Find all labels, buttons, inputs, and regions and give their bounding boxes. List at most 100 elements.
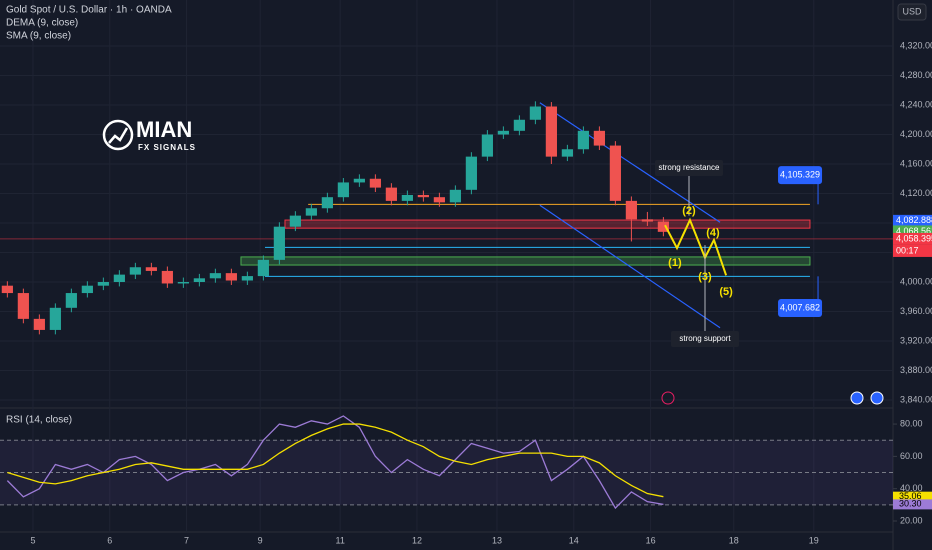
candle-body xyxy=(433,197,445,203)
rsi-title: RSI (14, close) xyxy=(6,415,72,426)
y-tick-label: 4,240.000 xyxy=(900,99,932,109)
rsi-tick-label: 20.00 xyxy=(900,515,923,525)
x-tick-label: 7 xyxy=(184,535,189,545)
level-box xyxy=(778,166,823,185)
level-box-label: 4,105.329 xyxy=(780,169,820,179)
x-tick-label: 5 xyxy=(30,535,35,545)
x-tick-label: 18 xyxy=(729,535,739,545)
candle-body xyxy=(337,182,349,198)
candle-body xyxy=(353,178,365,183)
price-tag-label: 4,082.888 xyxy=(896,215,932,225)
rsi-tick-label: 80.00 xyxy=(900,418,923,428)
candle-body xyxy=(129,267,141,275)
x-tick-label: 9 xyxy=(258,535,263,545)
wave-label: (3) xyxy=(698,271,712,283)
y-tick-label: 3,880.000 xyxy=(900,365,932,375)
candle-body xyxy=(241,276,253,281)
candle-body xyxy=(625,200,637,220)
wave-label: (2) xyxy=(682,205,696,217)
event-icon[interactable] xyxy=(661,391,675,405)
wave-label: (4) xyxy=(706,227,720,239)
candle-body xyxy=(161,270,173,284)
x-tick-label: 16 xyxy=(646,535,656,545)
candle-body xyxy=(609,145,621,201)
candle-body xyxy=(385,187,397,201)
zone xyxy=(240,256,811,266)
flags xyxy=(661,391,884,405)
candle-body xyxy=(481,134,493,157)
candle-body xyxy=(177,281,189,284)
candle-body xyxy=(449,189,461,203)
event-icon[interactable] xyxy=(870,391,884,405)
candle-body xyxy=(305,208,317,216)
x-tick-label: 12 xyxy=(412,535,422,545)
y-tick-label: 4,120.000 xyxy=(900,188,932,198)
y-tick-label: 4,160.000 xyxy=(900,158,932,168)
candle-body xyxy=(657,221,669,232)
candle-body xyxy=(577,130,589,150)
currency: USD xyxy=(902,6,922,16)
plot-layer xyxy=(0,101,893,339)
rsi-tick-label: 40.00 xyxy=(900,483,923,493)
candle-body xyxy=(401,194,413,201)
candle-body xyxy=(81,285,93,294)
grid-layer xyxy=(0,0,893,532)
price-tag-label: 4,058.395 xyxy=(896,233,932,243)
candle-body xyxy=(225,273,237,281)
candle-body xyxy=(561,149,573,157)
price-tag xyxy=(893,214,932,227)
candle-body xyxy=(257,259,269,277)
candle-body xyxy=(289,215,301,227)
note: strong support xyxy=(679,334,731,343)
rsi-ma-line xyxy=(7,423,664,498)
y-tick-label: 3,960.000 xyxy=(900,306,932,316)
candle-body xyxy=(273,226,285,260)
rsi-tag-label: 35.06 xyxy=(899,491,922,501)
candle-body xyxy=(369,178,381,188)
logo-tagline: FX SIGNALS xyxy=(138,143,196,152)
level-box xyxy=(778,299,823,318)
y-tick-label: 4,280.000 xyxy=(900,70,932,80)
candle-body xyxy=(497,130,509,135)
candle-body xyxy=(209,273,221,279)
channel-line xyxy=(539,102,721,223)
candle-body xyxy=(65,293,77,308)
rsi-tick-label: 60.00 xyxy=(900,451,923,461)
logo-icon xyxy=(108,127,129,144)
countdown: 00:17 xyxy=(896,245,919,255)
candle-body xyxy=(545,106,557,157)
note: strong resistance xyxy=(659,163,720,172)
channel-line xyxy=(539,204,721,329)
x-tick-label: 11 xyxy=(336,535,345,545)
y-tick-label: 4,200.000 xyxy=(900,129,932,139)
candle-body xyxy=(321,197,333,209)
wave-line xyxy=(664,217,728,276)
candle-body xyxy=(529,106,541,120)
rsi-tag-label: 30.30 xyxy=(899,499,922,509)
level-box-label: 4,007.682 xyxy=(780,302,820,312)
zone xyxy=(284,219,811,229)
candle-body xyxy=(17,293,29,319)
currency-button[interactable] xyxy=(897,3,927,21)
candle-body xyxy=(641,219,653,222)
candle-body xyxy=(97,281,109,286)
candle-body xyxy=(417,194,429,198)
wave-label: (1) xyxy=(668,257,682,269)
candle-body xyxy=(513,119,525,131)
rsi-values-line xyxy=(6,415,664,510)
event-icon[interactable] xyxy=(850,391,864,405)
y-tick-label: 3,840.000 xyxy=(900,394,932,404)
candle-body xyxy=(593,130,605,146)
candle-body xyxy=(113,274,125,282)
logo-icon xyxy=(102,119,134,151)
note-box xyxy=(654,159,723,176)
y-tick-label: 3,920.000 xyxy=(900,335,932,345)
indicator-label: SMA (9, close) xyxy=(6,31,71,42)
indicator-label: DEMA (9, close) xyxy=(6,18,78,29)
candle-body xyxy=(49,307,61,330)
candle-body xyxy=(145,267,157,271)
candle-body xyxy=(193,278,205,282)
